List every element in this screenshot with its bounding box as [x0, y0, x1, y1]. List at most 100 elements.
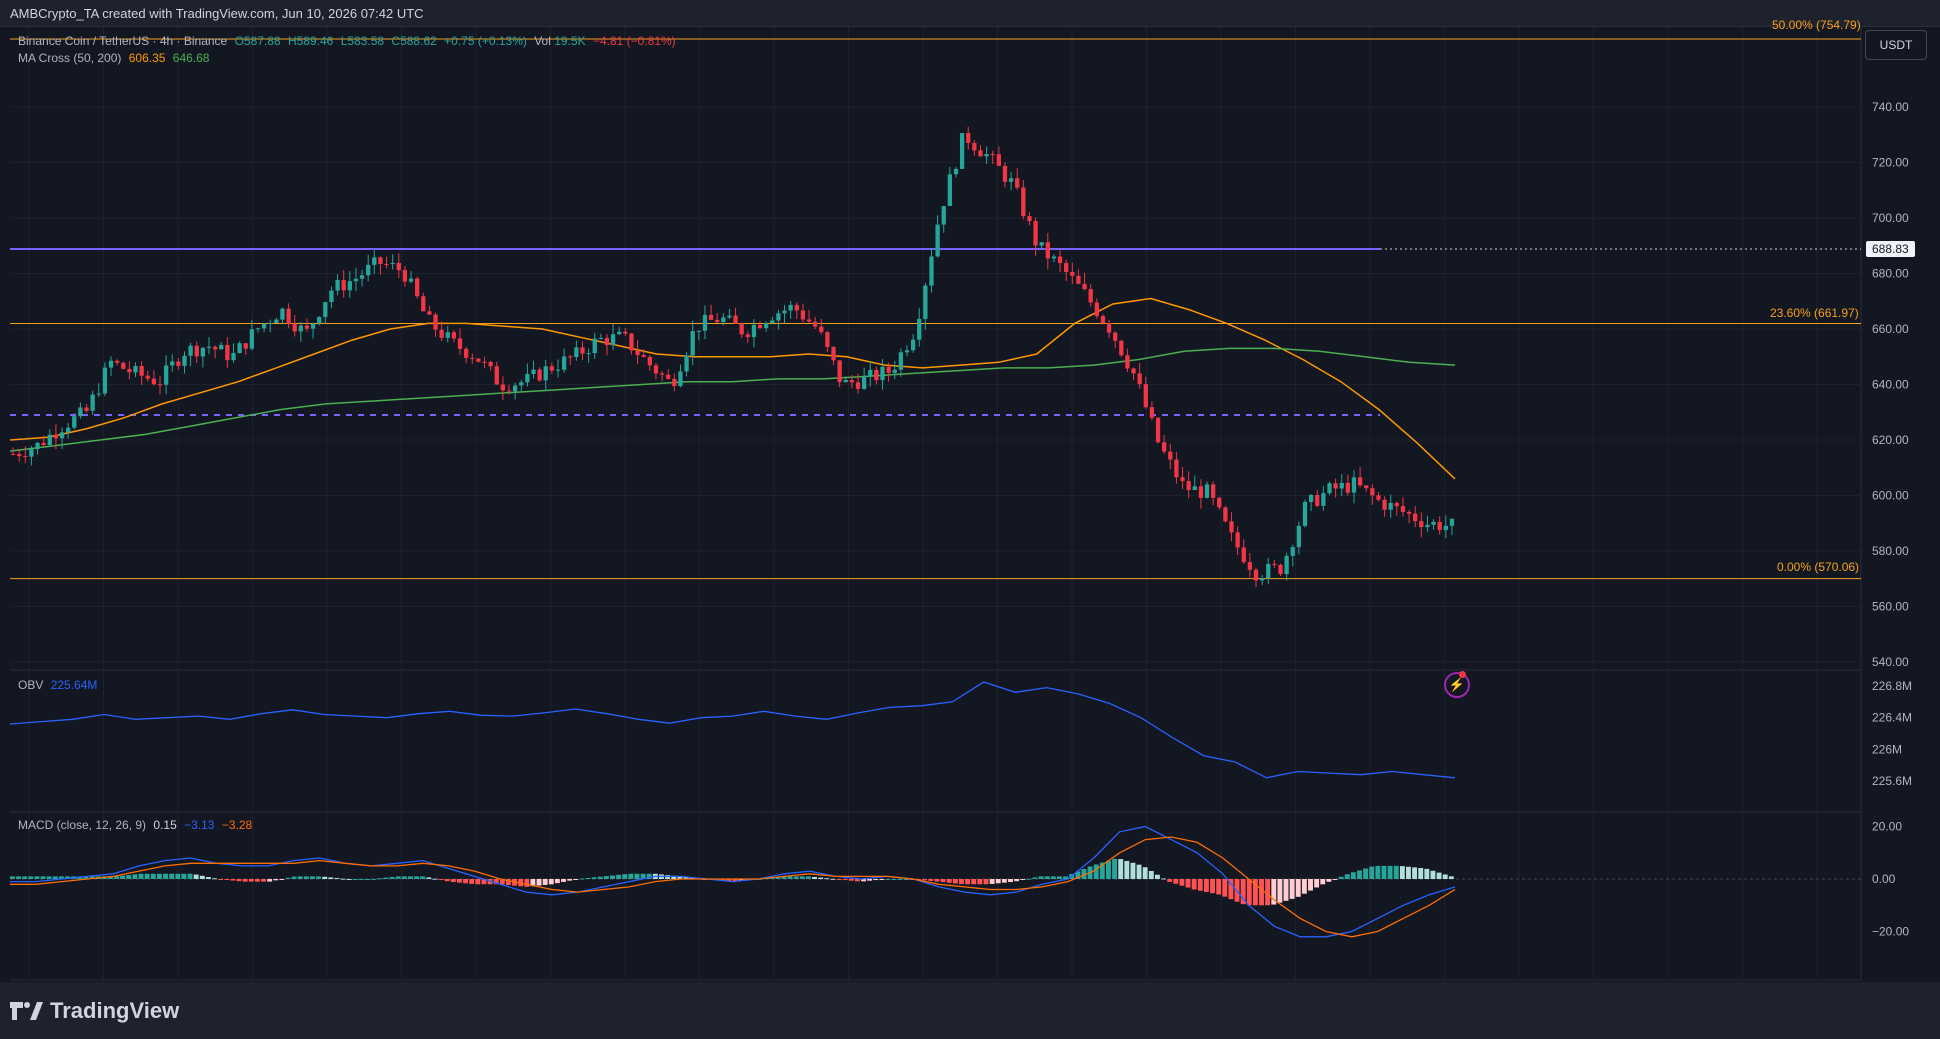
macd-histogram-bar [671, 875, 677, 879]
candle [1253, 567, 1259, 588]
macd-histogram-bar [1203, 879, 1209, 892]
candle-body [874, 369, 879, 381]
macd-histogram-bar [812, 876, 817, 879]
macd-histogram-bar [1338, 876, 1344, 879]
candle-body [353, 278, 359, 282]
macd-histogram-bar [738, 879, 744, 881]
candle [1027, 212, 1032, 226]
macd-histogram-bar [561, 879, 566, 882]
candle [794, 302, 799, 320]
macd-histogram-bar [444, 879, 450, 882]
candle [923, 282, 928, 330]
candle-body [433, 314, 438, 330]
candle-body [1051, 256, 1057, 259]
candle-body [1253, 569, 1259, 581]
macd-histogram-bar [144, 873, 150, 879]
candle [108, 356, 114, 377]
candle [1137, 362, 1142, 389]
macd-histogram-bar [1283, 879, 1289, 901]
macd-legend[interactable]: MACD (close, 12, 26, 9) 0.15 −3.13 −3.28 [18, 818, 252, 832]
chart-frame[interactable]: 540.00 560.00 580.00 600.00 620.00 640.00 660.… [0, 18, 1940, 1001]
candle [831, 346, 836, 365]
macd-histogram-bar [836, 879, 842, 880]
candle-body [610, 334, 616, 346]
candle-body [580, 347, 585, 354]
candle [586, 348, 591, 363]
candle [488, 360, 493, 371]
fib-label-mid: 23.60% (661.97) [1770, 306, 1859, 320]
candle-body [1027, 216, 1032, 222]
legend-vol: 19.5K [554, 34, 586, 48]
macd-histogram-bar [1424, 868, 1430, 879]
currency-badge[interactable]: USDT [1865, 30, 1927, 60]
ma-legend[interactable]: MA Cross (50, 200) 606.35 646.68 [18, 51, 209, 65]
candle-body [378, 257, 383, 264]
alert-bolt-icon[interactable]: ⚡ [1444, 672, 1470, 698]
macd-histogram-bar [1448, 876, 1454, 879]
candle-body [1278, 564, 1283, 575]
candle-body [1076, 275, 1081, 284]
candle [1223, 505, 1228, 523]
candle [825, 330, 830, 352]
macd-histogram-bar [126, 874, 132, 879]
candle [243, 342, 248, 355]
chart-canvas[interactable]: 540.00 560.00 580.00 600.00 620.00 640.00 660.… [0, 26, 1940, 1001]
candle [782, 304, 787, 324]
candle-body [764, 323, 769, 329]
macd-histogram-bar [799, 876, 805, 879]
candle [1143, 377, 1148, 409]
macd-histogram-bar [328, 877, 334, 879]
candle-body [972, 142, 977, 151]
candle [1278, 563, 1283, 577]
candle [966, 126, 971, 150]
candle-body [359, 275, 365, 279]
candle [1100, 314, 1106, 325]
candle-body [23, 456, 28, 458]
tradingview-logo[interactable]: TradingView [10, 998, 179, 1024]
candle [482, 356, 487, 369]
macd-signal-value: −3.28 [221, 818, 253, 832]
candle-body [512, 385, 518, 392]
macd-histogram-bar [1430, 870, 1436, 879]
candle-body [17, 454, 22, 457]
candle-body [751, 324, 757, 338]
macd-histogram-bar [1130, 862, 1136, 879]
candle [849, 375, 855, 389]
macd-histogram-bar [854, 879, 860, 882]
candle-body [519, 382, 524, 386]
candle-body [1413, 513, 1418, 522]
macd-histogram-bar [407, 876, 413, 879]
macd-histogram-bar [1050, 876, 1056, 879]
macd-histogram-bar [1277, 879, 1283, 903]
macd-histogram-bar [1112, 858, 1118, 879]
candle-body [249, 329, 254, 349]
macd-histogram-bar [634, 873, 640, 879]
candle-body [678, 371, 683, 387]
candle [1357, 467, 1363, 488]
candle-body [672, 378, 677, 387]
macd-histogram-bar [683, 876, 689, 879]
macd-histogram-bar [297, 876, 303, 879]
macd-histogram-bar [1320, 879, 1326, 885]
macd-histogram-bar [199, 875, 205, 879]
candle-body [941, 205, 946, 225]
candle-body [647, 356, 652, 366]
obv-legend[interactable]: OBV 225.64M [18, 678, 97, 692]
fib-label-top: 50.00% (754.79) [1772, 18, 1861, 32]
macd-histogram-bar [395, 876, 401, 879]
price-axis[interactable]: 540.00 560.00 580.00 600.00 620.00 640.00 660.… [1872, 100, 1912, 939]
candle [1449, 518, 1455, 536]
candle-body [439, 329, 444, 338]
plot-area[interactable] [10, 27, 1861, 982]
candle [598, 333, 604, 340]
macd-histogram-bar [1240, 879, 1246, 905]
candle [1180, 467, 1185, 490]
candle [800, 303, 806, 325]
candle [690, 320, 695, 366]
macd-histogram-bar [1167, 879, 1173, 882]
legend-symbol[interactable]: Binance Coin / TetherUS · 4h · Binance [18, 34, 228, 48]
candle-body [604, 337, 610, 346]
candle [1345, 474, 1350, 496]
macd-histogram-bar [248, 879, 254, 882]
candle [996, 146, 1001, 167]
